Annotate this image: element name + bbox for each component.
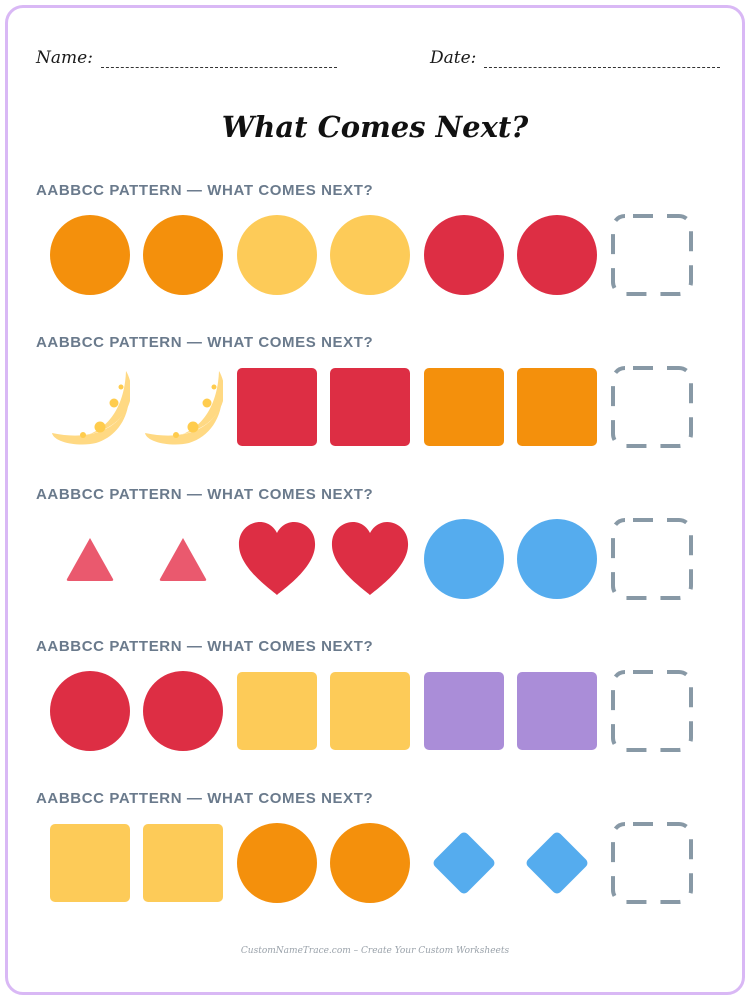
yellow-square-shape xyxy=(330,671,410,751)
orange-circle-shape xyxy=(237,823,317,903)
purple-square-shape xyxy=(517,671,597,751)
orange-square-shape xyxy=(517,367,597,447)
blue-circle-shape xyxy=(517,519,597,599)
date-line[interactable] xyxy=(484,55,721,68)
purple-square-shape xyxy=(424,671,504,751)
date-field[interactable]: Date: xyxy=(430,48,721,68)
red-circle-shape xyxy=(50,671,130,751)
yellow-square-shape xyxy=(237,671,317,751)
orange-circle-shape xyxy=(50,215,130,295)
name-label: Name: xyxy=(36,48,93,68)
red-circle-shape xyxy=(143,671,223,751)
moon-moon-shape xyxy=(143,367,225,447)
yellow-circle-shape xyxy=(330,215,410,295)
yellow-square-shape xyxy=(50,823,130,903)
red-circle-shape xyxy=(424,215,504,295)
footer-credit: CustomNameTrace.com – Create Your Custom… xyxy=(240,946,510,956)
yellow-circle-shape xyxy=(237,215,317,295)
name-line[interactable] xyxy=(100,55,337,68)
answer-box[interactable] xyxy=(609,820,695,906)
blue-diamond-shape xyxy=(517,823,597,903)
pink-triangle-shape xyxy=(50,519,130,599)
answer-box[interactable] xyxy=(609,212,695,298)
red-heart-shape xyxy=(330,519,410,599)
row-label: AABBCC PATTERN — WHAT COMES NEXT? xyxy=(36,334,374,351)
answer-box[interactable] xyxy=(609,516,695,602)
page-title: What Comes Next? xyxy=(221,110,529,144)
orange-circle-shape xyxy=(330,823,410,903)
red-square-shape xyxy=(330,367,410,447)
blue-diamond-shape xyxy=(424,823,504,903)
orange-square-shape xyxy=(424,367,504,447)
answer-box[interactable] xyxy=(609,364,695,450)
blue-circle-shape xyxy=(424,519,504,599)
date-label: Date: xyxy=(430,48,477,68)
yellow-square-shape xyxy=(143,823,223,903)
answer-box[interactable] xyxy=(609,668,695,754)
name-field[interactable]: Name: xyxy=(36,48,337,68)
row-label: AABBCC PATTERN — WHAT COMES NEXT? xyxy=(36,790,374,807)
red-circle-shape xyxy=(517,215,597,295)
pink-triangle-shape xyxy=(143,519,223,599)
orange-circle-shape xyxy=(143,215,223,295)
moon-moon-shape xyxy=(50,367,132,447)
red-square-shape xyxy=(237,367,317,447)
row-label: AABBCC PATTERN — WHAT COMES NEXT? xyxy=(36,486,374,503)
row-label: AABBCC PATTERN — WHAT COMES NEXT? xyxy=(36,182,374,199)
row-label: AABBCC PATTERN — WHAT COMES NEXT? xyxy=(36,638,374,655)
red-heart-shape xyxy=(237,519,317,599)
